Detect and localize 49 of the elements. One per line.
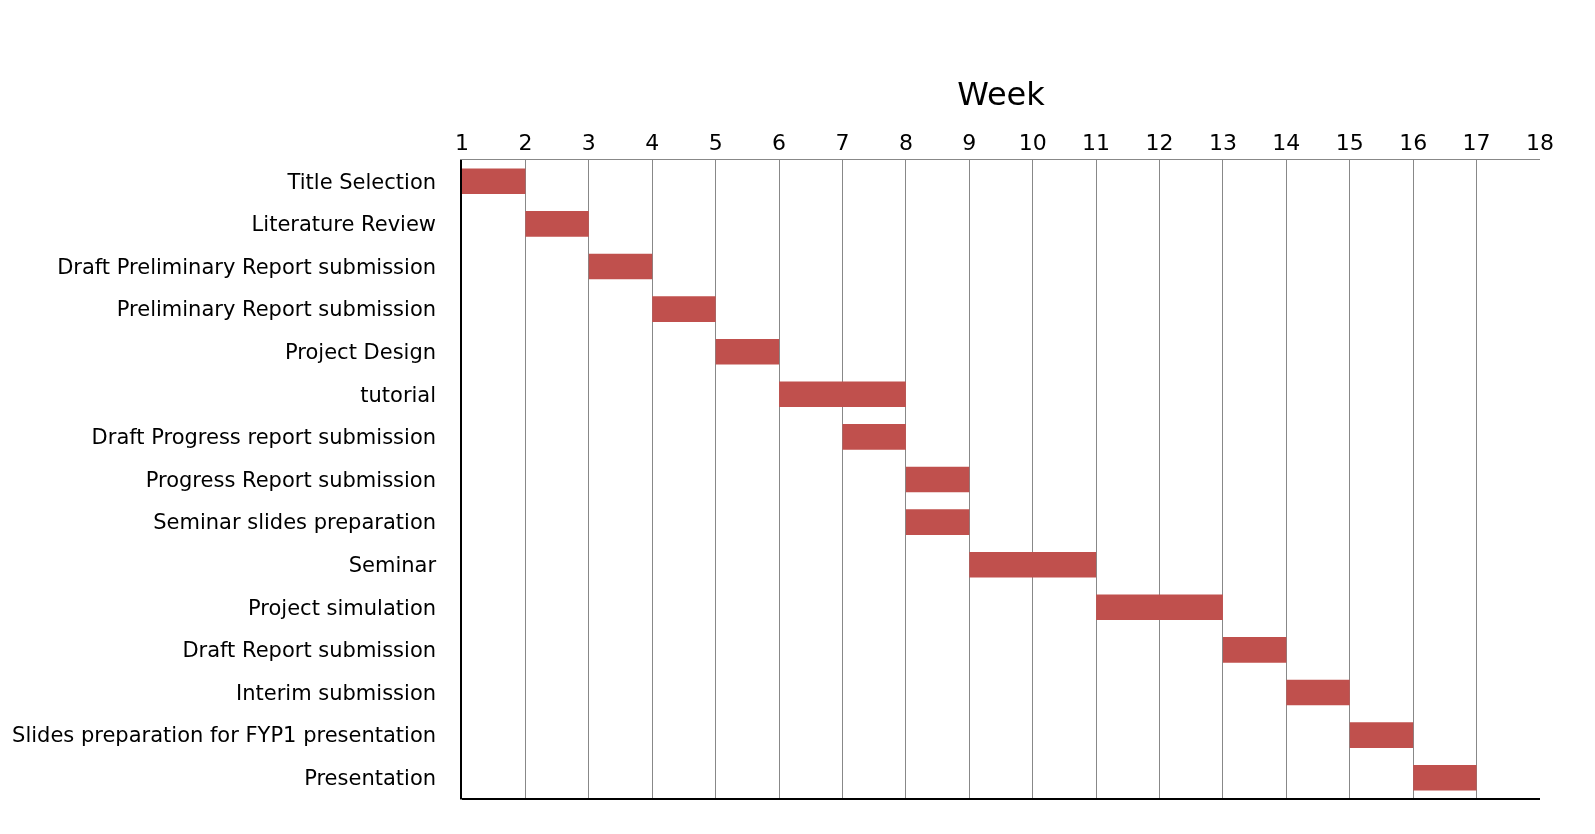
bar: [969, 551, 1097, 578]
y-tick-label: Interim submission: [236, 680, 437, 705]
bar: [1096, 594, 1223, 621]
y-tick-label: Preliminary Report submission: [116, 297, 437, 322]
bar: [905, 466, 970, 493]
y-tick-label: Draft Progress report submission: [91, 425, 437, 450]
bar: [462, 168, 526, 195]
bar: [1349, 722, 1414, 748]
y-tick-label: Draft Report submission: [182, 638, 437, 663]
bar: [652, 296, 716, 322]
x-tick-label: 10: [1018, 130, 1047, 156]
x-tick-label: 3: [581, 130, 596, 156]
bar: [1222, 637, 1287, 663]
x-axis-title: Week: [957, 74, 1046, 113]
x-tick-label: 9: [962, 130, 977, 156]
bar: [588, 253, 653, 280]
y-tick-label: Literature Review: [251, 212, 437, 237]
y-tick-label: Draft Preliminary Report submission: [57, 254, 437, 279]
x-tick-label: 14: [1272, 130, 1301, 156]
x-tick-label: 2: [518, 130, 533, 156]
y-tick-label: Project Design: [285, 340, 437, 365]
x-tick-label: 4: [645, 130, 660, 156]
y-tick-label: tutorial: [360, 382, 437, 407]
x-tick-label: 17: [1462, 130, 1491, 156]
x-tick-label: 15: [1335, 130, 1364, 156]
y-tick-label: Seminar slides preparation: [153, 510, 437, 535]
x-tick-label: 11: [1082, 130, 1111, 156]
x-tick-label: 12: [1145, 130, 1174, 156]
bar: [1286, 679, 1350, 706]
x-tick-label: 16: [1399, 130, 1428, 156]
y-tick-label: Slides preparation for FYP1 presentation: [12, 723, 437, 748]
bar: [842, 424, 906, 450]
bar: [525, 211, 589, 237]
bar: [779, 381, 906, 408]
x-tick-label: 7: [835, 130, 850, 156]
y-tick-label: Title Selection: [286, 169, 437, 194]
y-tick-label: Presentation: [304, 766, 437, 791]
x-tick-label: 6: [772, 130, 787, 156]
x-tick-label: 5: [708, 130, 723, 156]
y-tick-label: Progress Report submission: [145, 467, 437, 492]
bar: [905, 509, 970, 535]
x-tick-label: 1: [455, 130, 469, 156]
x-tick-label: 13: [1208, 130, 1237, 156]
x-tick-label: 18: [1526, 130, 1554, 156]
y-tick-label: Seminar: [348, 553, 437, 578]
bar: [1413, 764, 1477, 791]
x-tick-label: 8: [898, 130, 913, 156]
y-tick-label: Project simulation: [248, 595, 437, 620]
bar: [715, 338, 780, 365]
